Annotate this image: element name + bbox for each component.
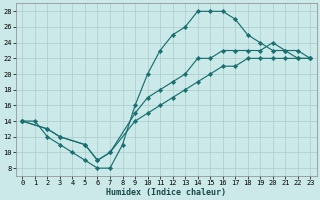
X-axis label: Humidex (Indice chaleur): Humidex (Indice chaleur) (106, 188, 226, 197)
